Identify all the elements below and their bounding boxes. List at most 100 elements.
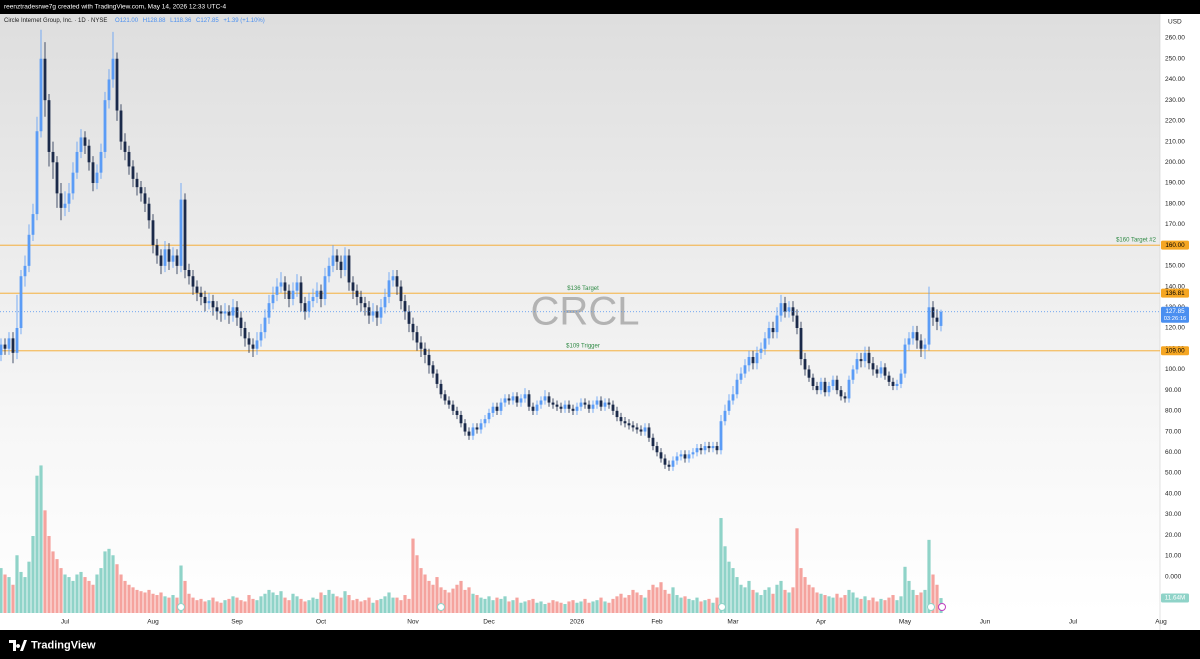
- volume-bar: [271, 592, 275, 613]
- volume-bar: [103, 551, 107, 613]
- candle-body: [59, 193, 63, 208]
- candle-body: [655, 446, 659, 453]
- candle-body: [495, 406, 499, 411]
- candle-body: [859, 359, 863, 362]
- volume-bar: [191, 597, 195, 613]
- candle-body: [67, 193, 71, 204]
- candle-body: [355, 290, 359, 297]
- footer-brand: TradingView: [31, 639, 96, 651]
- volume-bar: [235, 597, 239, 613]
- candle-body: [719, 421, 723, 451]
- candle-body: [215, 307, 219, 312]
- candle-body: [747, 356, 751, 366]
- volume-bar: [55, 559, 59, 613]
- candle-body: [87, 145, 91, 163]
- volume-bar: [515, 597, 519, 613]
- candle-body: [171, 255, 175, 262]
- candle-body: [335, 255, 339, 262]
- level-badge: [1161, 288, 1189, 298]
- ohlc-high: H128.88: [143, 18, 166, 24]
- x-tick-label: 2026: [570, 619, 585, 626]
- y-tick-label: 120.00: [1165, 325, 1185, 332]
- candle-body: [183, 199, 187, 271]
- candle-body: [743, 365, 747, 374]
- volume-bar: [635, 592, 639, 613]
- candle-body: [19, 276, 23, 328]
- volume-bar: [627, 595, 631, 613]
- candle-body: [891, 381, 895, 386]
- candle-body: [3, 344, 7, 349]
- y-tick-label: 200.00: [1165, 159, 1185, 166]
- candle-body: [523, 394, 527, 399]
- candle-body: [103, 100, 107, 152]
- volume-bar: [571, 600, 575, 613]
- candle-body: [99, 151, 103, 173]
- candle-body: [467, 431, 471, 436]
- x-tick-label: Jun: [980, 619, 991, 626]
- y-tick-label: 170.00: [1165, 221, 1185, 228]
- header-text: reenztradesrwe7g created with TradingVie…: [4, 4, 226, 11]
- candle-body: [623, 421, 627, 424]
- candle-body: [127, 151, 131, 167]
- candle-body: [231, 307, 235, 316]
- volume-bar: [231, 596, 235, 613]
- candle-body: [675, 456, 679, 461]
- candle-body: [319, 290, 323, 300]
- y-tick-label: 100.00: [1165, 366, 1185, 373]
- time-axis: [0, 613, 1160, 630]
- logo-icon: [9, 640, 27, 651]
- volume-bar: [563, 604, 567, 613]
- volume-bar: [155, 595, 159, 613]
- volume-bar: [27, 561, 31, 613]
- candle-body: [23, 265, 27, 277]
- candle-body: [767, 327, 771, 339]
- candle-body: [699, 448, 703, 451]
- candle-body: [691, 452, 695, 455]
- candle-body: [295, 282, 299, 291]
- candle-body: [407, 311, 411, 324]
- volume-bar: [239, 600, 243, 613]
- y-tick-label: 180.00: [1165, 200, 1185, 207]
- volume-bar: [315, 598, 319, 613]
- volume-bar: [15, 555, 19, 613]
- volume-bar: [415, 555, 419, 613]
- candle-body: [135, 178, 139, 188]
- y-tick-label: 30.00: [1165, 511, 1182, 518]
- candle-body: [683, 454, 687, 459]
- volume-bar: [919, 592, 923, 613]
- candle-body: [47, 100, 51, 152]
- volume-bar: [731, 568, 735, 613]
- candle-body: [631, 425, 635, 428]
- volume-bar: [351, 600, 355, 613]
- volume-bar: [303, 601, 307, 613]
- volume-bar: [691, 600, 695, 613]
- candle-body: [567, 404, 571, 409]
- last-price-text: 127.85: [1165, 308, 1185, 315]
- candle-body: [267, 303, 271, 318]
- candle-body: [799, 327, 803, 360]
- y-tick-label: 150.00: [1165, 263, 1185, 270]
- volume-bar: [43, 510, 47, 613]
- volume-bar: [383, 596, 387, 613]
- volume-bar: [591, 601, 595, 613]
- volume-bar: [487, 596, 491, 613]
- y-tick-label: 210.00: [1165, 138, 1185, 145]
- candle-body: [371, 311, 375, 316]
- volume-bar: [895, 600, 899, 613]
- volume-bar: [911, 589, 915, 613]
- candle-body: [163, 249, 167, 266]
- volume-bar: [755, 592, 759, 613]
- level-badge-text: 136.81: [1165, 290, 1185, 297]
- candle-body: [315, 290, 319, 297]
- candle-body: [207, 301, 211, 304]
- volume-bar: [815, 592, 819, 613]
- volume-bar: [227, 598, 231, 613]
- candle-body: [307, 301, 311, 312]
- x-tick-label: Dec: [483, 619, 495, 626]
- candle-body: [539, 400, 543, 405]
- volume-bar: [371, 602, 375, 613]
- candle-body: [879, 367, 883, 374]
- candle-body: [143, 193, 147, 204]
- candle-body: [615, 410, 619, 418]
- candle-body: [923, 344, 927, 349]
